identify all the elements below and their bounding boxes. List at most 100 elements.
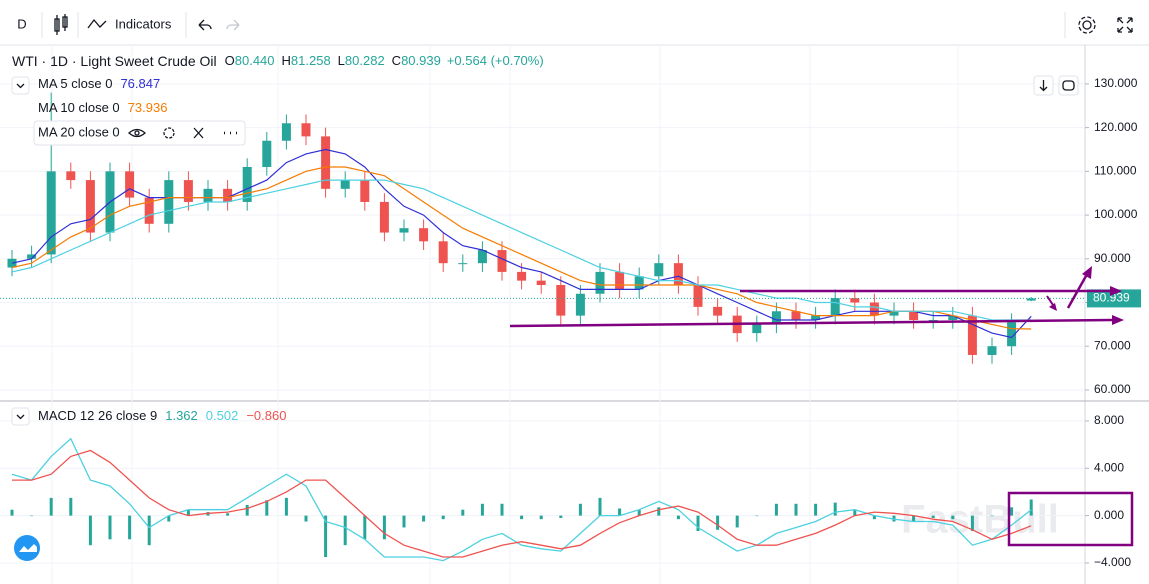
remove-button[interactable] [193,127,204,139]
candle-body [281,123,291,141]
candle-body [634,276,644,290]
histogram-bar [598,497,602,516]
reset-icon [1062,80,1075,91]
y-tick-label: 110.000 [1094,164,1137,178]
arrow-line[interactable] [1046,295,1054,306]
histogram-bar [245,504,249,516]
ma-legend: MA 10 close 0 73.936 [38,100,167,115]
candle-body [967,315,977,355]
histogram-bar [833,502,837,516]
reset-button[interactable] [1058,75,1079,96]
candle-body [850,298,860,303]
arrow-line[interactable] [1066,275,1088,309]
histogram-bar [559,515,563,518]
plot-area: 60.00070.00080.00090.000100.000110.00012… [0,76,1141,569]
close-value: 80.939 [401,53,441,68]
ma-value: 73.936 [128,100,168,115]
candle-body [183,180,193,202]
candle-body [419,228,429,242]
candle-body [321,136,331,189]
histogram-bar [88,515,92,546]
histogram-bar [441,515,445,520]
candle-body [575,293,585,316]
candle-body [987,346,997,355]
toolbar: D Indicators [17,12,1133,38]
high-label: H [282,53,291,68]
candle-body [360,180,370,202]
histogram-bar [30,515,34,517]
macd-line [12,449,1032,558]
fullscreen-button[interactable] [1117,17,1133,33]
candle-body [693,285,703,307]
trend-line[interactable] [509,318,1113,328]
histogram-bar [853,509,857,516]
candle-body [242,166,252,202]
candle-body [144,197,154,224]
open-label: O [225,53,235,68]
histogram-bar [657,507,661,516]
histogram-bar [49,497,53,516]
indicators-button[interactable]: Indicators [115,16,172,31]
high-value: 81.258 [291,53,331,68]
histogram-bar [147,515,151,546]
histogram-bar [108,515,112,540]
histogram-bar [128,515,132,540]
candle-body [536,280,546,286]
histogram-bar [265,500,269,516]
candle-body [399,228,409,233]
candle-body [771,311,781,325]
macd-value: 0.502 [206,408,239,423]
y-tick-label: 0.000 [1094,508,1124,522]
candle-body [203,188,213,202]
hide-button[interactable] [128,128,146,138]
histogram-bar [716,515,720,530]
candle-body [1007,322,1017,347]
collapse-button[interactable] [11,407,30,426]
close-label: C [392,53,401,68]
settings-button[interactable] [1078,16,1096,34]
histogram-bar [618,508,622,516]
legend-buttons [128,127,237,139]
logo[interactable] [14,535,40,561]
undo-button[interactable] [198,19,212,31]
histogram-bar [1029,499,1033,516]
histogram-value: 1.362 [165,408,198,423]
candle-body [1026,298,1036,301]
indicators-icon[interactable] [87,18,107,29]
interval-button[interactable]: D [17,16,26,31]
candle-body [164,180,174,224]
moving-average-line [11,166,1032,330]
settings-button[interactable] [163,127,175,139]
candle-body [673,263,683,286]
candle-body [27,254,37,259]
y-tick-label: 130.000 [1094,76,1138,90]
highlight-box[interactable] [1007,491,1134,547]
candle-body [497,250,507,272]
y-tick-label: 70.000 [1094,338,1131,352]
redo-button[interactable] [226,19,240,31]
candle-body [458,263,468,265]
candle-body [615,271,625,290]
macd-legend: MACD 12 26 close 9 1.362 0.502 −0.860 [38,408,286,423]
histogram-bar [676,515,680,520]
histogram-bar [970,515,974,532]
candle-body [66,171,76,181]
histogram-bar [814,503,818,516]
ma-name: MA 5 close 0 [38,76,112,91]
collapse-button[interactable] [11,76,30,95]
histogram-bar [735,515,739,528]
candle-body [477,250,487,264]
histogram-bar [284,497,288,516]
candle-body [752,324,762,334]
signal-value: −0.860 [246,408,286,423]
candle-body [262,140,272,167]
histogram-bar [304,515,308,522]
ma-name: MA 10 close 0 [38,100,120,115]
histogram-bar [520,515,524,520]
chart-type-button[interactable] [54,14,68,35]
histogram-bar [951,515,955,520]
hide-icon [134,130,140,136]
histogram-bar [872,515,876,520]
histogram-bar [755,515,759,517]
